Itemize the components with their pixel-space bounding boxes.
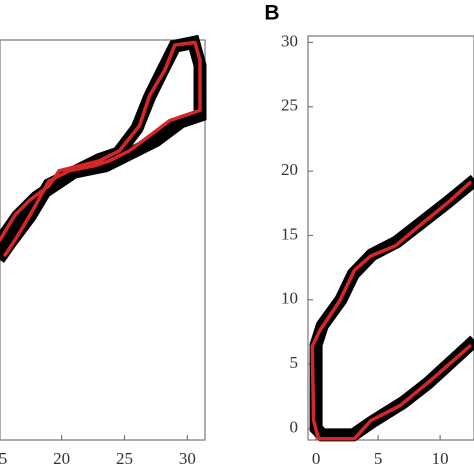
path-cells: [309, 174, 474, 442]
x-tick-label: 30: [179, 449, 196, 468]
y-tick-label: 20: [281, 160, 298, 179]
y-tick-label: 30: [281, 31, 298, 50]
y-tick-label: 5: [290, 353, 299, 372]
y-tick-label: 25: [281, 96, 298, 115]
x-tick-label: 20: [53, 449, 70, 468]
y-tick-label: 15: [281, 224, 298, 243]
x-tick-label: 25: [116, 449, 133, 468]
path-line: [310, 180, 472, 441]
x-tick-label: 5: [374, 449, 383, 468]
path-cells: [0, 34, 207, 263]
plot-frame: [307, 35, 474, 441]
path-line: [0, 40, 202, 257]
x-tick-label: 15: [0, 449, 7, 468]
y-tick-label: 10: [281, 289, 298, 308]
x-tick-label: 0: [312, 449, 321, 468]
y-tick-label: 0: [290, 417, 299, 436]
panel-label: B: [264, 2, 279, 25]
x-tick-label: 10: [432, 449, 449, 468]
plot-frame: [0, 39, 206, 441]
